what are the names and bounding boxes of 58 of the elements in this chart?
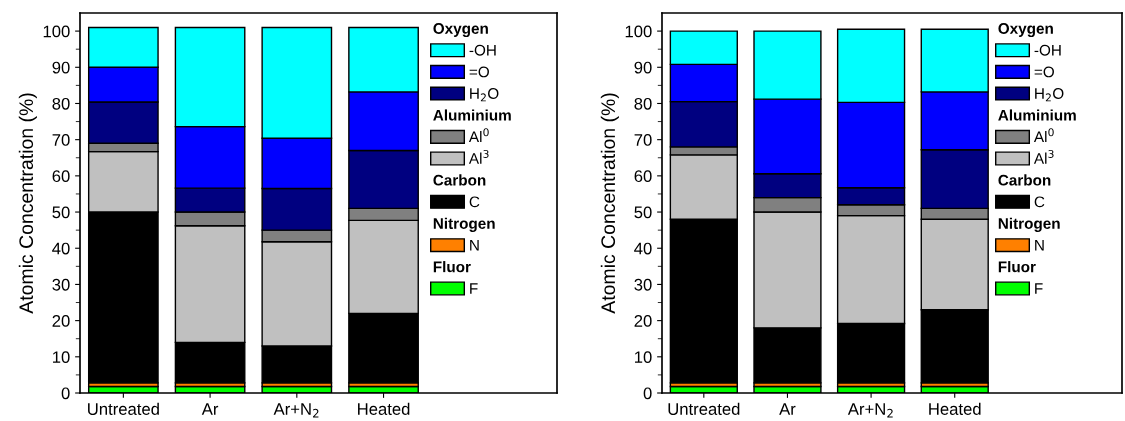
- legend-label: N: [1035, 239, 1044, 251]
- text: Oxygen: [433, 23, 488, 38]
- y-axis-title: Atomic Concentration (%): [600, 93, 619, 314]
- legend-label: -OH: [1034, 44, 1061, 56]
- text: Fluor: [998, 261, 1036, 273]
- y-tick-label: 80: [634, 97, 652, 110]
- y-tick-label: 30: [634, 278, 652, 291]
- text: Carbon: [998, 174, 1051, 186]
- x-tick-label: Heated: [358, 402, 410, 415]
- y-tick-label: 90: [634, 61, 652, 74]
- y-tick-label: 60: [52, 170, 70, 183]
- legend-label: Al$^{0}$: [1033, 128, 1054, 143]
- x-tick-label: Untreated: [88, 402, 159, 415]
- text: Aluminium: [998, 109, 1076, 121]
- y-tick-label: 100: [43, 25, 70, 38]
- y-tick-label: 70: [52, 134, 70, 146]
- text: Carbon: [433, 174, 486, 186]
- x-tick-label: Heated: [929, 402, 981, 415]
- legend-label: Al$^{3}$: [1033, 149, 1054, 164]
- y-tick-label: 40: [634, 242, 652, 255]
- y-tick-label: 10: [635, 351, 652, 364]
- legend-label: H$_{2}$O: [470, 88, 499, 102]
- text: Oxygen: [998, 23, 1053, 38]
- text: Fluor: [433, 261, 471, 273]
- y-tick-label: 100: [625, 25, 652, 38]
- y-tick-label: 70: [634, 134, 652, 146]
- y-tick-label: 50: [634, 206, 652, 219]
- y-tick-label: 30: [52, 278, 70, 291]
- x-tick-label: Ar+N$_{2}$: [847, 403, 893, 418]
- text: Aluminium: [433, 109, 511, 121]
- legend-label: Al$^{0}$: [468, 128, 489, 143]
- legend-label: N: [470, 239, 479, 251]
- legend-label: C: [1034, 196, 1045, 208]
- y-tick-label: 20: [52, 315, 70, 327]
- y-tick-label: 0: [643, 387, 652, 400]
- legend-label: Al$^{3}$: [468, 149, 489, 164]
- x-tick-label: Ar: [201, 403, 219, 415]
- legend-label: F: [470, 283, 478, 294]
- x-tick-label: Ar+N$_{2}$: [273, 403, 319, 418]
- y-tick-label: 20: [634, 315, 652, 327]
- text: Nitrogen: [998, 217, 1060, 232]
- x-tick-label: Untreated: [668, 402, 740, 415]
- legend-label: -OH: [469, 44, 496, 56]
- x-tick-label: Ar: [779, 403, 796, 415]
- y-tick-label: 10: [53, 351, 70, 364]
- y-tick-label: 40: [52, 242, 70, 255]
- text: Nitrogen: [433, 217, 495, 232]
- legend-label: H$_{2}$O: [1035, 88, 1064, 102]
- y-tick-label: 0: [61, 387, 70, 400]
- legend-label: C: [469, 196, 480, 208]
- y-tick-label: 80: [52, 97, 70, 110]
- legend-label: =O: [469, 66, 489, 78]
- y-tick-label: 90: [52, 61, 70, 74]
- y-axis-title: Atomic Concentration (%): [18, 93, 37, 314]
- y-tick-label: 50: [52, 206, 70, 219]
- legend-label: =O: [1034, 66, 1054, 78]
- legend-label: F: [1035, 283, 1043, 294]
- y-tick-label: 60: [634, 170, 652, 183]
